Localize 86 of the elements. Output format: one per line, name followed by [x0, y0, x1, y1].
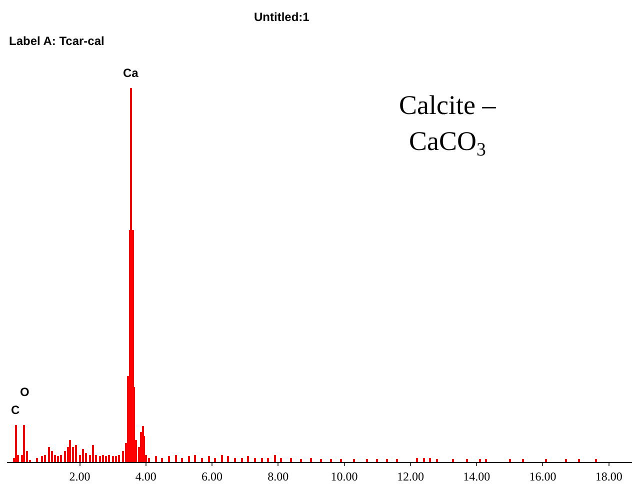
bar — [479, 459, 481, 462]
bar — [64, 451, 66, 462]
bar — [41, 456, 43, 462]
bar — [201, 458, 203, 462]
bar — [102, 455, 104, 462]
bar — [290, 458, 292, 462]
bar — [36, 458, 38, 462]
bar — [69, 440, 71, 462]
bar — [175, 455, 177, 462]
x-tick-label: 6.00 — [202, 469, 223, 484]
bar — [452, 459, 454, 462]
bar — [595, 459, 597, 462]
bar — [194, 455, 196, 462]
bar — [15, 425, 17, 462]
bar — [376, 459, 378, 462]
bar — [214, 458, 216, 462]
bar — [60, 455, 62, 462]
bar — [51, 451, 53, 462]
annotation: Calcite – — [399, 90, 496, 120]
bar — [353, 459, 355, 462]
bar — [82, 449, 84, 462]
bar — [92, 445, 94, 462]
x-tick-label: 16.00 — [529, 469, 556, 484]
chart-subtitle: Label A: Tcar-cal — [9, 34, 104, 48]
bar — [340, 459, 342, 462]
bar — [320, 459, 322, 462]
bar — [330, 459, 332, 462]
chart-title: Untitled:1 — [254, 10, 310, 24]
bar — [247, 456, 249, 462]
bar — [545, 459, 547, 462]
bar — [130, 88, 132, 462]
bar — [148, 458, 150, 462]
bar — [227, 456, 229, 462]
bar — [522, 459, 524, 462]
x-tick-label: 8.00 — [268, 469, 289, 484]
x-tick-label: 12.00 — [396, 469, 424, 484]
bar — [280, 458, 282, 462]
bar — [485, 459, 487, 462]
bar — [161, 458, 163, 462]
bar — [105, 456, 107, 462]
bar — [23, 425, 25, 462]
bar — [261, 458, 263, 462]
bar — [565, 459, 567, 462]
bar — [99, 456, 101, 462]
x-tick-label: 2.00 — [69, 469, 90, 484]
bar — [509, 459, 511, 462]
bar — [181, 458, 183, 462]
bar — [57, 456, 59, 462]
bar — [118, 455, 120, 462]
bar — [85, 453, 87, 462]
annotation: CaCO$_{3}$ — [409, 126, 486, 161]
bar — [112, 456, 114, 462]
bar — [241, 458, 243, 462]
annotation: O — [20, 385, 30, 399]
bar — [429, 458, 431, 462]
bar — [188, 456, 190, 462]
x-tick-label: 18.00 — [595, 469, 622, 484]
bar — [54, 455, 56, 462]
bar — [300, 459, 302, 462]
x-tick-label: 10.00 — [330, 469, 358, 484]
bar — [155, 456, 157, 462]
bar — [254, 458, 256, 462]
bar — [44, 455, 46, 462]
bar — [436, 459, 438, 462]
bar — [234, 458, 236, 462]
bar — [310, 458, 312, 462]
bar — [423, 458, 425, 462]
bar — [48, 447, 50, 462]
bar — [578, 459, 580, 462]
bar — [115, 456, 117, 462]
bar — [466, 459, 468, 462]
bar — [386, 459, 388, 462]
annotation: C — [11, 403, 20, 417]
annotation: Ca — [123, 66, 139, 80]
bar — [416, 458, 418, 462]
x-tick-label: 14.00 — [463, 469, 490, 484]
bar — [267, 458, 269, 462]
bar — [108, 455, 110, 462]
bar — [221, 455, 223, 462]
x-tick-label: 4.00 — [135, 469, 156, 484]
bar — [366, 459, 368, 462]
bar — [168, 456, 170, 462]
bar — [208, 456, 210, 462]
bar — [75, 445, 77, 462]
bar — [274, 455, 276, 462]
bar — [396, 459, 398, 462]
